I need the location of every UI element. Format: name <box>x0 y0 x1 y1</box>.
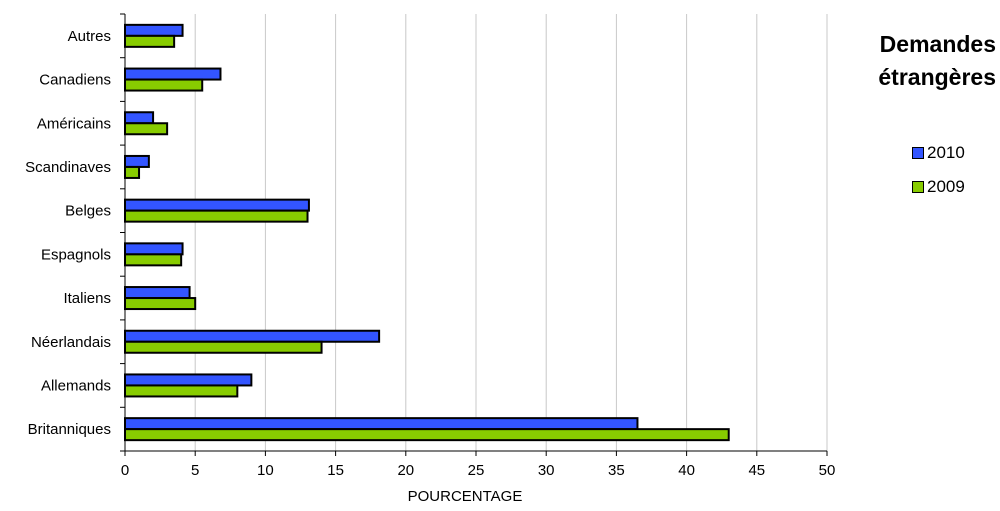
bar-autres-2009 <box>124 34 176 48</box>
y-tick-label-autres: Autres <box>68 28 111 45</box>
bar-neerlandais-2009 <box>124 340 323 354</box>
y-tick-label-espagnols: Espagnols <box>41 246 111 263</box>
bar-neerlandais-2010 <box>124 329 381 343</box>
legend-label-2009: 2009 <box>927 177 965 196</box>
x-tick-label: 15 <box>327 462 344 479</box>
legend: Demandes étrangères 2010 2009 <box>836 28 996 196</box>
bar-scandinaves-2010 <box>124 154 150 168</box>
bar-canadiens-2009 <box>124 78 204 92</box>
legend-label-2010: 2010 <box>927 143 965 162</box>
y-tick-label-belges: Belges <box>65 203 111 220</box>
y-tick-label-britanniques: Britanniques <box>28 421 111 438</box>
y-tick-label-americains: Américains <box>37 115 111 132</box>
bar-britanniques-2009 <box>124 428 730 442</box>
bar-britanniques-2010 <box>124 417 639 431</box>
bar-italiens-2010 <box>124 286 191 300</box>
bar-autres-2010 <box>124 23 184 37</box>
bar-scandinaves-2009 <box>124 165 141 179</box>
legend-title: Demandes étrangères <box>878 31 996 90</box>
bar-belges-2010 <box>124 198 310 212</box>
bar-allemands-2009 <box>124 384 239 398</box>
legend-swatch-2009 <box>912 181 924 193</box>
x-tick-label: 45 <box>748 462 765 479</box>
bar-americains-2010 <box>124 111 155 125</box>
y-tick-label-canadiens: Canadiens <box>39 72 111 89</box>
bar-allemands-2010 <box>124 373 253 387</box>
legend-swatch-2010 <box>912 147 924 159</box>
bar-canadiens-2010 <box>124 67 222 81</box>
x-tick-label: 50 <box>819 462 836 479</box>
x-tick-label: 20 <box>397 462 414 479</box>
x-tick-label: 5 <box>191 462 199 479</box>
x-tick-label: 25 <box>468 462 485 479</box>
bar-espagnols-2010 <box>124 242 184 256</box>
legend-item-2010: 2010 <box>912 143 965 163</box>
legend-item-2009: 2009 <box>912 177 965 197</box>
y-tick-label-scandinaves: Scandinaves <box>25 159 111 176</box>
y-tick-label-allemands: Allemands <box>41 377 111 394</box>
x-tick-label: 40 <box>678 462 695 479</box>
bar-americains-2009 <box>124 122 169 136</box>
bar-belges-2009 <box>124 209 309 223</box>
x-tick-label: 30 <box>538 462 555 479</box>
bar-italiens-2009 <box>124 297 197 311</box>
x-tick-label: 35 <box>608 462 625 479</box>
x-tick-label: 0 <box>121 462 129 479</box>
y-tick-label-italiens: Italiens <box>63 290 111 307</box>
x-tick-label: 10 <box>257 462 274 479</box>
bar-espagnols-2009 <box>124 253 183 267</box>
y-tick-label-neerlandais: Néerlandais <box>31 334 111 351</box>
x-axis-title: POURCENTAGE <box>408 488 523 505</box>
